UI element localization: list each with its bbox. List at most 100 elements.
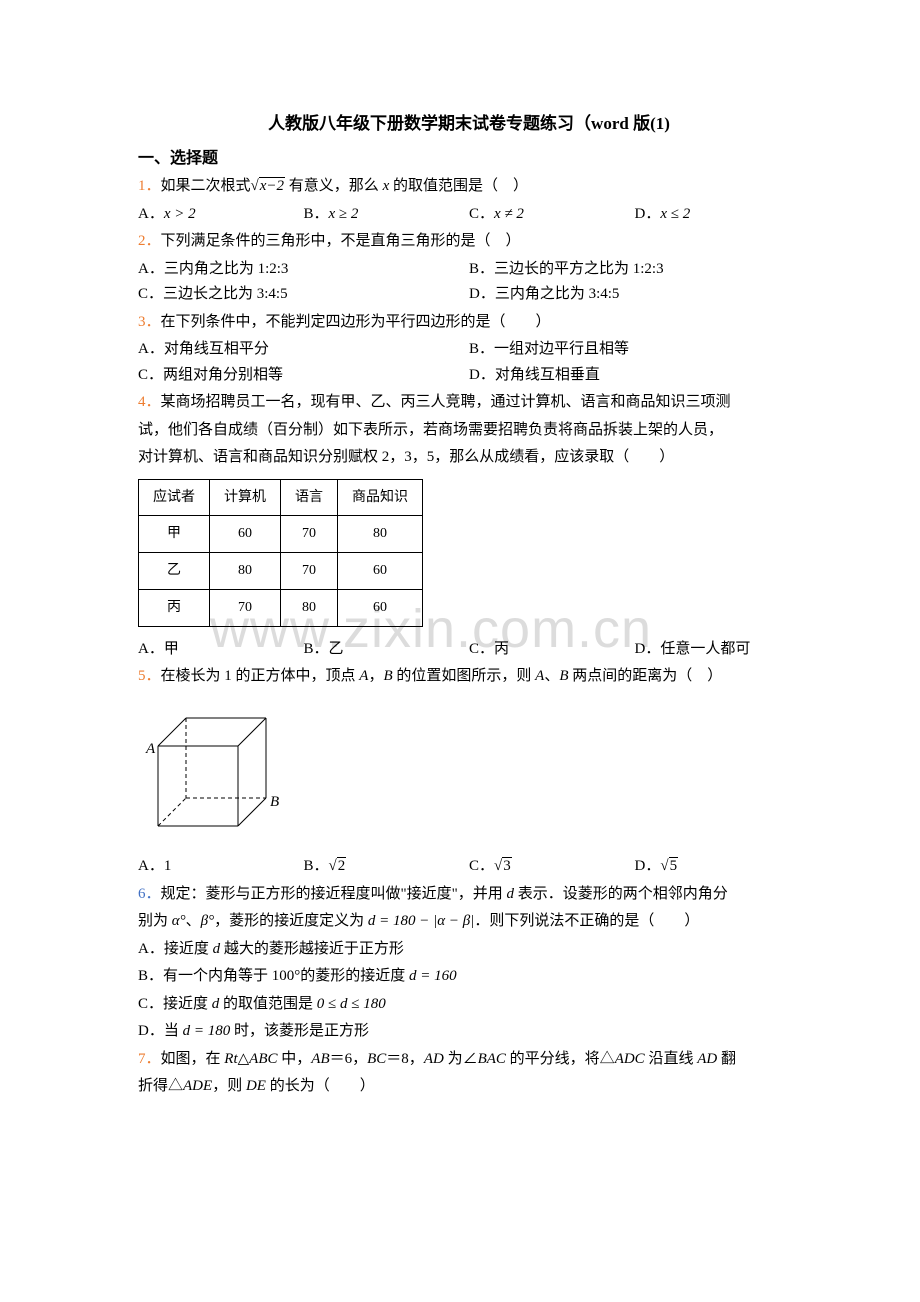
question-7-line1: 7．如图，在 Rt△ABC 中，AB＝6，BC＝8，AD 为∠BAC 的平分线，… (138, 1047, 800, 1073)
q6-d: d (507, 886, 515, 902)
q6-opt-a-1: A．接近度 (138, 941, 213, 957)
table-cell: 80 (281, 589, 338, 626)
section-1-header: 一、选择题 (138, 145, 800, 172)
table-cell: 丙 (139, 589, 210, 626)
q7-t11: 的长为（ ） (266, 1078, 375, 1094)
question-6-line1: 6．规定：菱形与正方形的接近程度叫做"接近度"，并用 d 表示．设菱形的两个相邻… (138, 882, 800, 908)
q3-opt-b: B．一组对边平行且相等 (469, 337, 800, 363)
table-header: 应试者 (139, 479, 210, 516)
q7-tri1: △ (238, 1051, 250, 1067)
q4-opt-d: D．任意一人都可 (635, 637, 801, 663)
q3-opt-c: C．两组对角分别相等 (138, 363, 469, 389)
q6-text-1b: 表示．设菱形的两个相邻内角分 (514, 886, 728, 902)
q1-opt-b-label: B． (304, 206, 329, 222)
q1-text-c: 的取值范围是（ ） (393, 178, 528, 194)
q1-opt-c: C．x ≠ 2 (469, 202, 635, 228)
question-2: 2．下列满足条件的三角形中，不是直角三角形的是（ ） (138, 229, 800, 255)
q7-t8: 翻 (717, 1051, 736, 1067)
q3-text: 在下列条件中，不能判定四边形为平行四边形的是（ ） (161, 314, 551, 330)
question-1: 1．如果二次根式√x−2 有意义，那么 x 的取值范围是（ ） (138, 174, 800, 200)
q6-text-2d: ．则下列说法不正确的是（ ） (474, 913, 699, 929)
q7-bac: BAC (478, 1051, 506, 1067)
q7-t1: 如图，在 (161, 1051, 225, 1067)
table-row: 甲 60 70 80 (139, 516, 423, 553)
q7-t4: ＝8， (386, 1051, 424, 1067)
q5-opt-c-label: C． (469, 858, 494, 874)
q5-text-a: 在棱长为 1 的正方体中，顶点 (161, 668, 360, 684)
cube-diagram: AB (138, 698, 286, 843)
question-4-line1: 4．某商场招聘员工一名，现有甲、乙、丙三人竞聘，通过计算机、语言和商品知识三项测 (138, 390, 800, 416)
q1-opt-c-label: C． (469, 206, 494, 222)
q6-opt-b-d: d (409, 968, 417, 984)
q3-options: A．对角线互相平分 B．一组对边平行且相等 C．两组对角分别相等 D．对角线互相… (138, 337, 800, 388)
q1-sqrt-inner: x−2 (259, 177, 285, 194)
table-header: 计算机 (210, 479, 281, 516)
q6-opt-d-1: D．当 (138, 1023, 183, 1039)
table-header: 商品知识 (338, 479, 423, 516)
q1-opt-d: D．x ≤ 2 (635, 202, 801, 228)
q5-number: 5． (138, 668, 161, 684)
q7-abc: ABC (249, 1051, 277, 1067)
q6-text-2b: 、 (186, 913, 201, 929)
q7-t10: ，则 (212, 1078, 246, 1094)
doc-title: 人教版八年级下册数学期末试卷专题练习（word 版(1) (138, 110, 800, 139)
q2-opt-b: B．三边长的平方之比为 1:2:3 (469, 257, 800, 283)
q5-text-b: ， (368, 668, 383, 684)
q6-opt-b: B．有一个内角等于 100°的菱形的接近度 d = 160 (138, 964, 800, 990)
q1-opt-d-label: D． (635, 206, 661, 222)
q6-opt-a: A．接近度 d 越大的菱形越接近于正方形 (138, 937, 800, 963)
q1-number: 1． (138, 178, 161, 194)
q7-ab: AB (311, 1051, 329, 1067)
q6-text-2c: ，菱形的接近度定义为 (214, 913, 368, 929)
q2-number: 2． (138, 233, 161, 249)
q7-ad: AD (424, 1051, 444, 1067)
table-cell: 80 (210, 553, 281, 590)
q7-rt: Rt (224, 1051, 237, 1067)
q5-b2: B (559, 668, 568, 684)
q2-text: 下列满足条件的三角形中，不是直角三角形的是（ ） (161, 233, 521, 249)
question-5: 5．在棱长为 1 的正方体中，顶点 A，B 的位置如图所示，则 A、B 两点间的… (138, 664, 800, 690)
table-cell: 乙 (139, 553, 210, 590)
q7-adc: ADC (615, 1051, 645, 1067)
q5-b: B (383, 668, 392, 684)
q2-options: A．三内角之比为 1:2:3 B．三边长的平方之比为 1:2:3 C．三边长之比… (138, 257, 800, 308)
q6-beta: β° (201, 913, 214, 929)
q4-opt-a: A．甲 (138, 637, 304, 663)
q6-opt-b-2: = 160 (417, 968, 457, 984)
q6-opt-c-1: C．接近度 (138, 996, 212, 1012)
q5-opt-d: D．√5 (635, 854, 801, 880)
q6-opt-c: C．接近度 d 的取值范围是 0 ≤ d ≤ 180 (138, 992, 800, 1018)
table-cell: 甲 (139, 516, 210, 553)
q2-opt-a: A．三内角之比为 1:2:3 (138, 257, 469, 283)
q6-number: 6． (138, 886, 161, 902)
q1-opt-a-label: A． (138, 206, 164, 222)
q6-text-1a: 规定：菱形与正方形的接近程度叫做"接近度"，并用 (161, 886, 507, 902)
q2-opt-d: D．三内角之比为 3:4:5 (469, 282, 800, 308)
q6-opt-b-1: B．有一个内角等于 100°的菱形的接近度 (138, 968, 409, 984)
q7-bc: BC (367, 1051, 386, 1067)
q1-opt-a: A．x > 2 (138, 202, 304, 228)
table-row: 应试者 计算机 语言 商品知识 (139, 479, 423, 516)
q4-opt-c: C．丙 (469, 637, 635, 663)
q2-opt-c: C．三边长之比为 3:4:5 (138, 282, 469, 308)
q5-opt-d-val: 5 (669, 857, 679, 874)
q4-options: A．甲 B．乙 C．丙 D．任意一人都可 (138, 637, 800, 663)
q5-opt-b: B．√2 (304, 854, 470, 880)
question-4-line3: 对计算机、语言和商品知识分别赋权 2，3，5，那么从成绩看，应该录取（ ） (138, 445, 800, 471)
q7-t9: 折得△ (138, 1078, 183, 1094)
q6-opt-c-3: 0 ≤ d ≤ 180 (317, 996, 386, 1012)
q6-alpha: α° (172, 913, 186, 929)
q7-de: DE (246, 1078, 266, 1094)
q5-opt-a: A．1 (138, 854, 304, 880)
svg-text:A: A (145, 741, 156, 757)
q7-t3: ＝6， (330, 1051, 368, 1067)
svg-text:B: B (270, 794, 279, 810)
q5-text-c: 的位置如图所示，则 (393, 668, 536, 684)
q3-number: 3． (138, 314, 161, 330)
q7-ad2: AD (697, 1051, 717, 1067)
q1-opt-c-val: x ≠ 2 (494, 206, 524, 222)
q7-t7: 沿直线 (645, 1051, 698, 1067)
q5-options: A．1 B．√2 C．√3 D．√5 (138, 854, 800, 880)
q5-opt-b-label: B． (304, 858, 329, 874)
q6-text-2a: 别为 (138, 913, 172, 929)
